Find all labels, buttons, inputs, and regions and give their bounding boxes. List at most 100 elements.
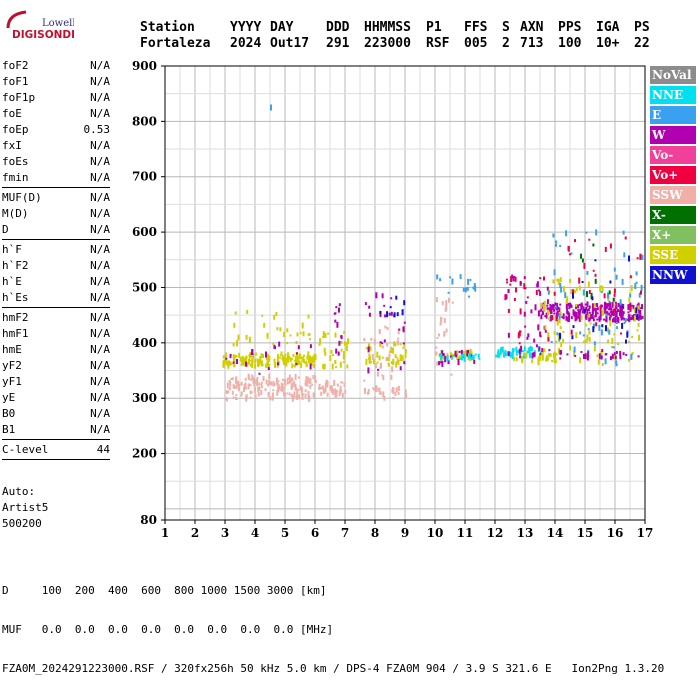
echo-point (444, 360, 447, 363)
echo-point (257, 392, 260, 397)
echo-point (531, 359, 534, 364)
echo-point (336, 389, 339, 392)
echo-point (268, 356, 271, 361)
echo-point (273, 344, 276, 349)
echo-point (619, 304, 622, 311)
echo-point (587, 281, 590, 288)
echo-point (575, 332, 578, 339)
echo-point (511, 348, 514, 355)
echo-point (575, 312, 578, 316)
y-tick-label: 500 (132, 280, 157, 294)
echo-point (540, 308, 543, 311)
echo-point (641, 254, 644, 260)
echo-point (235, 385, 238, 389)
echo-point (243, 387, 245, 392)
echo-point (383, 339, 386, 343)
echo-point (459, 274, 462, 280)
echo-point (540, 314, 543, 320)
echo-point (547, 335, 550, 342)
echo-point (463, 356, 466, 362)
echo-point (495, 354, 498, 358)
echo-point (324, 351, 327, 356)
footer-distance: D 100 200 400 600 800 1000 1500 3000 [km… (2, 584, 327, 597)
echo-point (574, 290, 577, 294)
echo-point (575, 305, 577, 310)
echo-point (608, 329, 611, 335)
echo-point (368, 305, 371, 309)
echo-point (344, 341, 346, 346)
param-name: foEs (2, 155, 29, 168)
echo-point (451, 278, 454, 285)
echo-point (278, 341, 281, 347)
echo-point (586, 334, 589, 341)
echo-point (550, 314, 553, 321)
echo-point (559, 303, 562, 306)
echo-point (579, 331, 582, 335)
echo-point (524, 287, 527, 290)
header-label-1: YYYY (230, 20, 262, 35)
echo-point (292, 396, 295, 400)
auto-software: Artist5 (2, 501, 49, 514)
echo-point (599, 315, 602, 321)
echo-point (521, 358, 524, 362)
param-row: M(D) N/A (2, 206, 110, 222)
echo-point (548, 352, 551, 357)
echo-point (318, 343, 321, 346)
digisonde-logo: Lowell DIGISONDE (6, 10, 74, 41)
echo-point (518, 330, 521, 337)
echo-point (382, 391, 385, 398)
echo-point (293, 391, 296, 398)
param-name: fmin (2, 171, 29, 184)
echo-point (243, 384, 246, 388)
echo-point (571, 335, 574, 340)
echo-point (628, 297, 631, 303)
param-name: h`E (2, 275, 22, 288)
legend-item-nnw: NNW (650, 266, 696, 284)
echo-point (609, 280, 612, 284)
echo-point (609, 302, 612, 309)
echo-point (324, 386, 327, 393)
echo-point (334, 391, 337, 398)
autoscaling-info: Auto: Artist5 500200 (2, 484, 48, 532)
echo-point (289, 357, 292, 363)
echo-point (605, 314, 608, 320)
echo-point (309, 377, 312, 384)
echo-point (447, 360, 450, 365)
echo-point (402, 327, 405, 331)
echo-point (403, 342, 406, 347)
echo-point (444, 307, 447, 312)
echo-point (343, 383, 346, 388)
echo-point (375, 292, 378, 299)
echo-point (505, 278, 508, 281)
header-value-1: 2024 (230, 36, 262, 51)
echo-point (401, 355, 404, 362)
echo-point (367, 388, 370, 394)
echo-point (401, 309, 404, 316)
echo-point (559, 311, 562, 318)
echo-point (338, 391, 341, 397)
echo-point (510, 354, 513, 358)
echo-point (560, 350, 563, 355)
echo-point (235, 397, 237, 400)
echo-point (260, 383, 263, 386)
echo-point (388, 312, 391, 316)
echo-point (619, 356, 622, 360)
echo-point (613, 352, 616, 356)
echo-point (617, 317, 620, 323)
echo-point (262, 376, 265, 382)
echo-point (531, 352, 534, 359)
echo-point (462, 354, 465, 357)
echo-point (526, 296, 529, 299)
echo-point (269, 396, 272, 401)
legend-item-vo-: Vo+ (650, 166, 696, 184)
echo-point (593, 345, 596, 352)
echo-point (623, 322, 626, 324)
echo-point (464, 353, 467, 358)
echo-point (547, 309, 550, 316)
echo-point (230, 362, 233, 365)
echo-point (246, 310, 249, 314)
echo-point (238, 387, 240, 392)
echo-point (291, 363, 294, 369)
echo-point (611, 346, 613, 348)
echo-point (586, 301, 589, 308)
